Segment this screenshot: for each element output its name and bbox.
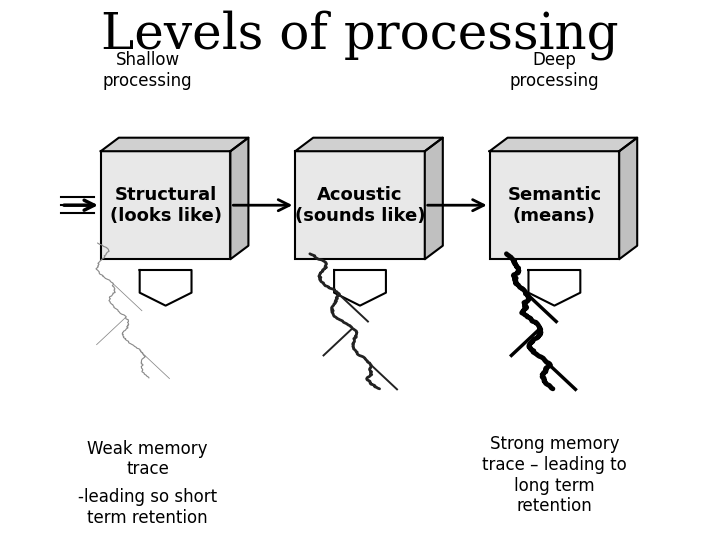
Polygon shape [295, 138, 443, 151]
Text: Weak memory
trace: Weak memory trace [87, 440, 208, 478]
Polygon shape [528, 270, 580, 306]
Polygon shape [619, 138, 637, 259]
Text: Shallow
processing: Shallow processing [103, 51, 192, 90]
FancyBboxPatch shape [490, 151, 619, 259]
Text: Strong memory
trace – leading to
long term
retention: Strong memory trace – leading to long te… [482, 435, 627, 515]
Polygon shape [490, 138, 637, 151]
FancyBboxPatch shape [101, 151, 230, 259]
Polygon shape [425, 138, 443, 259]
Text: Acoustic
(sounds like): Acoustic (sounds like) [294, 186, 426, 225]
Text: Semantic
(means): Semantic (means) [508, 186, 601, 225]
Text: Deep
processing: Deep processing [510, 51, 599, 90]
Polygon shape [140, 270, 192, 306]
Polygon shape [334, 270, 386, 306]
Polygon shape [230, 138, 248, 259]
Text: Structural
(looks like): Structural (looks like) [109, 186, 222, 225]
FancyBboxPatch shape [295, 151, 425, 259]
Polygon shape [101, 138, 248, 151]
Text: Levels of processing: Levels of processing [102, 10, 618, 60]
Text: -leading so short
term retention: -leading so short term retention [78, 488, 217, 527]
